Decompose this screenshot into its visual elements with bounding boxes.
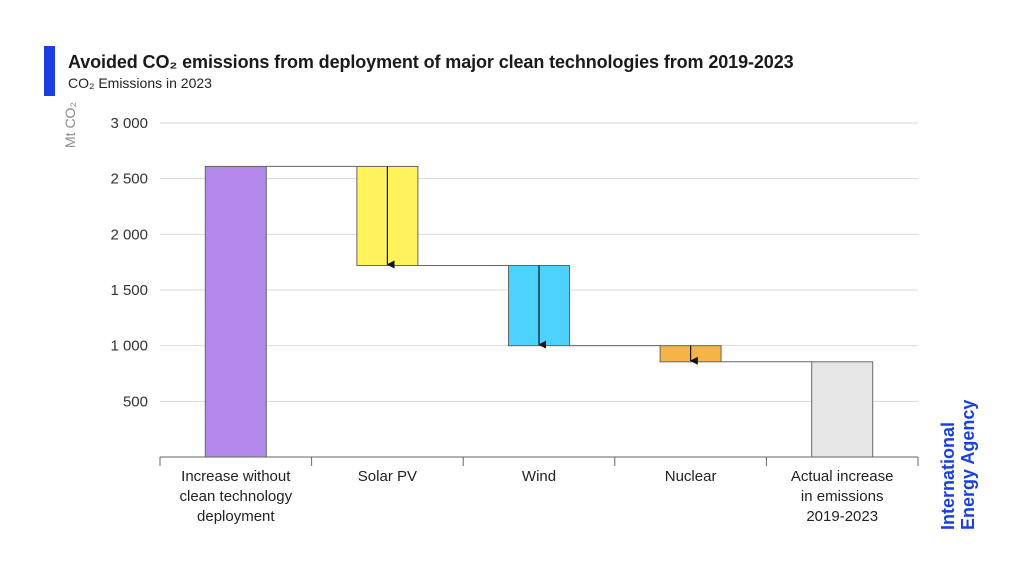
- y-tick-label: 1 500: [110, 282, 148, 299]
- y-tick-label: 2 000: [110, 226, 148, 243]
- title-accent-bar: [44, 46, 55, 96]
- y-tick-label: 1 000: [110, 338, 148, 355]
- bars: [204, 165, 874, 458]
- bar-1: [204, 165, 267, 458]
- x-category-label: Wind: [522, 468, 556, 485]
- y-tick-label: 2 500: [110, 171, 148, 188]
- y-tick-label: 3 000: [110, 115, 148, 132]
- x-category-label: Actual increase in emissions 2019-2023: [791, 468, 894, 525]
- logo-line-1: International: [938, 421, 958, 530]
- tick-labels: 500 1 000 1 500 2 000 2 500 3 000 Increase wit…: [110, 115, 893, 525]
- x-category-label: Nuclear: [665, 468, 717, 485]
- logo-line-2: Energy Agency: [958, 399, 978, 530]
- connectors: [266, 165, 812, 363]
- bar-5: [811, 361, 874, 458]
- chart-subtitle: CO₂ Emissions in 2023: [68, 75, 212, 91]
- x-axis: [159, 456, 919, 466]
- gridlines: [160, 122, 918, 402]
- x-category-label: Solar PV: [358, 468, 417, 485]
- chart-title: Avoided CO₂ emissions from deployment of…: [68, 52, 794, 72]
- y-tick-label: 500: [123, 393, 148, 410]
- x-category-label: Increase without clean technology deployme…: [180, 468, 293, 525]
- iea-logo: International Energy Agency: [938, 400, 978, 530]
